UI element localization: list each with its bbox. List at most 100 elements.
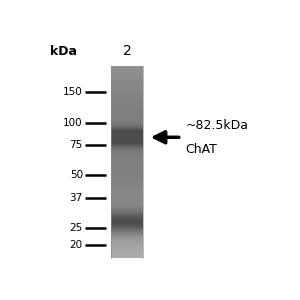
Bar	[111, 86, 143, 87]
Bar	[111, 124, 143, 125]
Bar	[111, 248, 143, 249]
Bar	[111, 193, 143, 194]
Bar	[111, 229, 143, 230]
Bar	[111, 71, 143, 72]
Bar	[111, 155, 143, 156]
Bar	[111, 76, 143, 77]
Bar	[111, 78, 143, 79]
Bar	[111, 77, 143, 78]
Bar	[111, 136, 143, 137]
Bar	[111, 170, 143, 171]
Bar	[111, 119, 143, 120]
Bar	[111, 182, 143, 183]
Bar	[111, 245, 143, 246]
Bar	[111, 190, 143, 191]
Bar	[111, 184, 143, 185]
Bar	[111, 87, 143, 88]
Bar	[111, 238, 143, 239]
Bar	[111, 226, 143, 227]
Bar	[111, 244, 143, 245]
Bar	[111, 115, 143, 116]
Bar	[111, 73, 143, 74]
Bar	[111, 103, 143, 104]
Bar	[111, 101, 143, 102]
Bar	[111, 90, 143, 91]
Bar	[111, 111, 143, 112]
Bar	[111, 70, 143, 71]
Bar	[111, 189, 143, 190]
Text: 37: 37	[70, 194, 83, 203]
Bar	[111, 207, 143, 208]
Bar	[111, 211, 143, 212]
Bar	[111, 176, 143, 177]
Bar	[111, 256, 143, 257]
Bar	[111, 113, 143, 114]
Bar	[111, 163, 143, 164]
Bar	[111, 251, 143, 252]
Bar	[111, 201, 143, 202]
Bar	[111, 206, 143, 207]
Text: ChAT: ChAT	[185, 143, 217, 156]
Bar	[111, 133, 143, 134]
Bar	[111, 224, 143, 225]
Bar	[111, 75, 143, 76]
Bar	[111, 210, 143, 211]
Bar	[111, 255, 143, 256]
Bar	[111, 146, 143, 147]
Bar	[111, 198, 143, 199]
Bar	[111, 223, 143, 224]
Bar	[111, 177, 143, 178]
Bar	[111, 167, 143, 168]
Bar	[111, 148, 143, 149]
Bar	[111, 151, 143, 152]
Bar	[111, 120, 143, 121]
Bar	[111, 218, 143, 219]
Bar	[111, 138, 143, 139]
Bar	[111, 215, 143, 216]
Bar	[111, 217, 143, 218]
Bar	[111, 171, 143, 172]
Bar	[111, 123, 143, 124]
Text: ~82.5kDa: ~82.5kDa	[185, 118, 248, 131]
Bar	[111, 230, 143, 231]
Bar	[111, 203, 143, 204]
Bar	[111, 162, 143, 163]
Bar	[111, 192, 143, 193]
Bar	[111, 219, 143, 220]
Bar	[111, 158, 143, 159]
Bar	[111, 85, 143, 86]
Bar	[111, 208, 143, 209]
Bar	[111, 74, 143, 75]
Bar	[111, 150, 143, 151]
Bar	[111, 187, 143, 188]
Bar	[111, 121, 143, 122]
Bar	[111, 164, 143, 165]
Bar	[111, 220, 143, 221]
Bar	[111, 181, 143, 182]
Bar	[111, 183, 143, 184]
Bar	[111, 156, 143, 157]
Bar	[111, 246, 143, 247]
Bar	[111, 200, 143, 201]
Bar	[111, 93, 143, 94]
Bar	[111, 137, 143, 138]
Bar	[111, 82, 143, 83]
Bar	[111, 98, 143, 99]
Bar	[111, 161, 143, 162]
Bar	[111, 83, 143, 84]
Bar	[111, 139, 143, 140]
Bar	[111, 94, 143, 95]
Bar	[111, 129, 143, 130]
Bar	[111, 205, 143, 206]
Bar	[111, 149, 143, 150]
Bar	[111, 118, 143, 119]
Bar	[111, 154, 143, 155]
Bar	[111, 188, 143, 189]
Bar	[111, 66, 143, 67]
Bar	[111, 214, 143, 215]
Bar	[111, 227, 143, 228]
Bar	[111, 144, 143, 145]
Bar	[111, 204, 143, 205]
Bar	[111, 236, 143, 237]
Text: 2: 2	[123, 44, 131, 58]
